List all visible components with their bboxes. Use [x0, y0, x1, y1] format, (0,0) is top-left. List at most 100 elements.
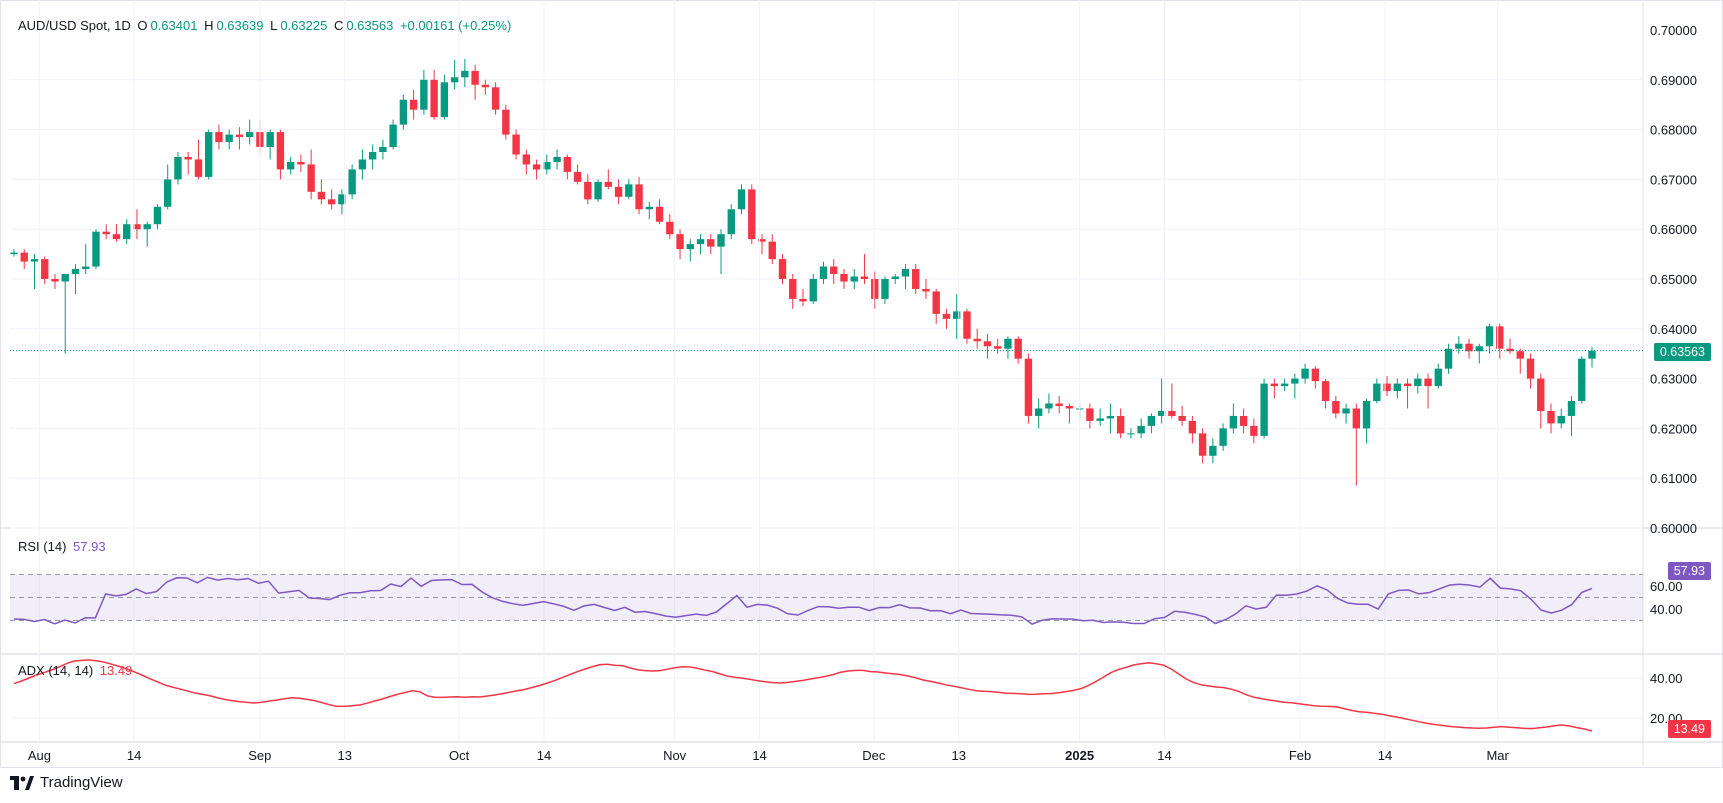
change-value: +0.00161 (+0.25%) — [399, 18, 512, 33]
candle-body — [963, 311, 971, 339]
candle-body — [1373, 383, 1381, 402]
candle-body — [768, 241, 776, 260]
candle-body — [225, 134, 233, 143]
candle-body — [871, 279, 879, 299]
candle-body — [502, 109, 510, 135]
candle-body — [635, 184, 643, 210]
candle-body — [1414, 378, 1422, 387]
rsi-label: RSI (14) — [18, 539, 67, 554]
candle-body — [1260, 383, 1268, 436]
price-tick-label: 0.63000 — [1650, 372, 1697, 387]
candle-body — [1424, 378, 1432, 387]
adx-legend: ADX (14, 14) 13.49 — [18, 663, 135, 678]
candle-body — [409, 99, 418, 110]
candle-body — [932, 291, 940, 314]
chart-frame — [0, 0, 1723, 768]
symbol-legend: AUD/USD Spot, 1D O 0.63401 H 0.63639 L 0.63… — [18, 18, 514, 33]
candle-body — [215, 132, 223, 143]
candle-body — [204, 132, 213, 177]
candle-body — [143, 224, 151, 230]
candle-body — [164, 179, 172, 207]
candle-body — [1434, 368, 1442, 387]
time-tick-label: Dec — [862, 748, 886, 763]
candle-body — [112, 234, 121, 240]
candle-body — [1465, 343, 1473, 352]
time-tick-label: Nov — [663, 748, 687, 763]
price-tick-label: 0.61000 — [1650, 471, 1697, 486]
candle-body — [51, 279, 59, 282]
candle-body — [553, 156, 561, 162]
candle-body — [604, 181, 613, 187]
adx-tick-label: 40.00 — [1650, 671, 1683, 686]
candle-body — [676, 234, 684, 250]
time-tick-label: 2025 — [1065, 748, 1094, 763]
candle-body — [153, 206, 162, 225]
candle-body — [1444, 348, 1453, 369]
candle-body — [655, 206, 664, 222]
candle-body — [1096, 418, 1104, 421]
price-tick-label: 0.65000 — [1650, 272, 1697, 287]
price-tick-label: 0.68000 — [1650, 123, 1697, 138]
candle-body — [696, 239, 705, 245]
candle-body — [1004, 338, 1012, 349]
candle-body — [512, 134, 520, 155]
candle-body — [1209, 445, 1217, 456]
candle-body — [102, 231, 110, 235]
rsi-tick-label: 40.00 — [1650, 602, 1683, 617]
adx-legend-value: 13.49 — [99, 663, 133, 678]
open-label: O — [137, 18, 148, 33]
candle-body — [830, 266, 838, 275]
adx-label: ADX (14, 14) — [18, 663, 94, 678]
candle-body — [840, 274, 848, 282]
candle-body — [748, 189, 756, 240]
candle-body — [1250, 425, 1258, 436]
candle-body — [983, 341, 992, 347]
candle-body — [573, 171, 582, 182]
candle-body — [727, 209, 735, 235]
candle-body — [860, 276, 869, 279]
candle-body — [389, 124, 397, 148]
candle-body — [133, 224, 141, 230]
time-tick-label: 14 — [537, 748, 551, 763]
candle-body — [307, 164, 315, 192]
candle-body — [1106, 415, 1115, 419]
candle-body — [1280, 383, 1289, 387]
time-tick-label: 14 — [127, 748, 141, 763]
candle-body — [1157, 410, 1166, 416]
candle-body — [584, 181, 592, 200]
candle-body — [184, 156, 192, 160]
price-tick-label: 0.66000 — [1650, 222, 1697, 237]
tradingview-brand[interactable]: TradingView — [10, 774, 123, 791]
candle-body — [1229, 415, 1238, 429]
candle-body — [338, 194, 346, 205]
candle-body — [297, 161, 305, 165]
candle-body — [1147, 415, 1156, 426]
candle-body — [532, 164, 541, 170]
candle-body — [30, 259, 39, 262]
rsi-tick-label: 60.00 — [1650, 579, 1683, 594]
candle-body — [973, 338, 981, 342]
candle-body — [881, 279, 889, 299]
high-value: 0.63639 — [216, 18, 264, 33]
rsi-line — [13, 576, 1593, 625]
candle-body — [10, 252, 18, 255]
tradingview-logo-icon — [10, 775, 34, 790]
candle-body — [1321, 381, 1330, 402]
candle-body — [276, 132, 285, 170]
candle-body — [922, 288, 930, 292]
time-tick-label: Feb — [1289, 748, 1311, 763]
time-tick-label: 13 — [952, 748, 966, 763]
candle-body — [1567, 401, 1576, 416]
candle-body — [789, 279, 797, 299]
candle-body — [1014, 338, 1022, 359]
candle-body — [1557, 415, 1565, 424]
candle-body — [379, 147, 387, 153]
candle-body — [850, 276, 858, 282]
last-price-tag: 0.63563 — [1653, 343, 1711, 361]
candle-body — [1178, 415, 1186, 421]
candle-body — [1034, 408, 1043, 416]
candle-body — [420, 79, 428, 110]
candle-body — [809, 279, 817, 302]
candle-body — [614, 186, 623, 197]
